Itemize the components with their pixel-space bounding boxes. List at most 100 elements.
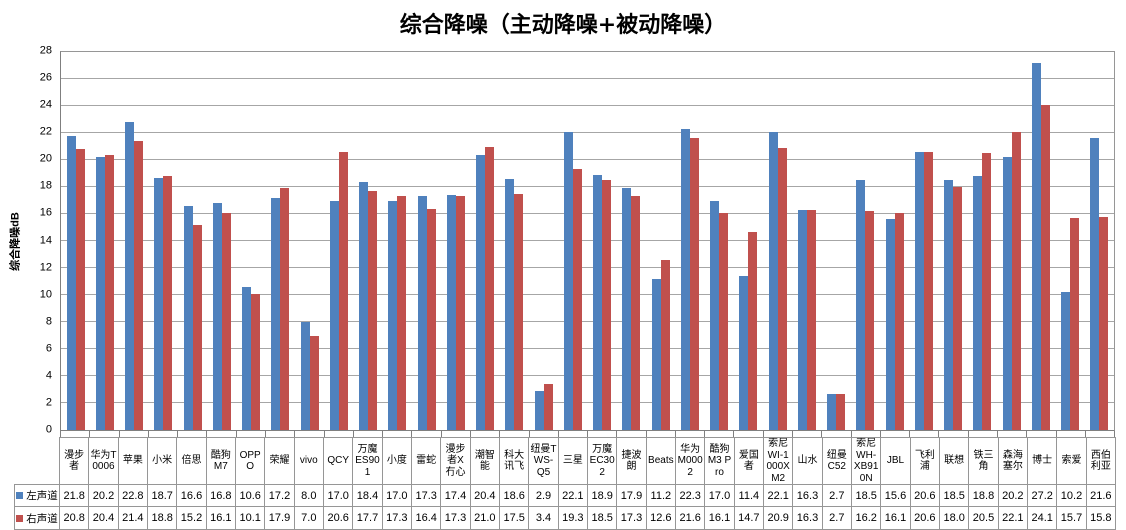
table-header-cell: 三星 [558,437,588,485]
x-tick-mark [645,431,675,437]
table-value-cell: 15.6 [881,485,911,507]
左声道-bar [1031,62,1041,430]
左声道-bar [212,203,222,430]
table-value-cell: 21.8 [60,485,90,507]
左声道-bar [768,131,778,430]
bar-group [558,52,587,430]
table-value-cell: 18.9 [588,485,618,507]
table-value-cell: 21.6 [1086,485,1116,507]
x-tick-mark [60,431,89,437]
x-tick-mark [733,431,762,437]
左声道-bar [359,181,369,430]
table-header-cell: 西伯利亚 [1086,437,1116,485]
右声道-bar [865,211,875,430]
table-value-cell: 17.0 [382,485,412,507]
左声道-bar [183,205,193,430]
table-header-cell: 荣耀 [265,437,295,485]
bar-group [237,52,266,430]
bar-group [1056,52,1085,430]
bar-group [412,52,441,430]
table-value-cell: 18.0 [940,507,970,530]
x-tick-mark [967,431,997,437]
table-value-cell: 16.3 [793,507,823,530]
x-tick-mark [879,431,909,437]
x-tick-mark [704,431,733,437]
bar-group [471,52,500,430]
右声道-bar [806,209,816,430]
bar-group [383,52,412,430]
table-header-cell: 苹果 [118,437,148,485]
左声道-bar [827,393,837,430]
table-value-cell: 21.0 [470,507,500,530]
右声道-bar [1011,131,1021,430]
gridline [61,375,1114,376]
x-tick-mark [323,431,353,437]
legend-row-label: 左声道 [14,485,60,507]
右声道-bar [602,180,612,430]
legend-swatch-右声道 [16,514,24,522]
x-tick-mark [909,431,938,437]
table-value-cell: 21.6 [676,507,706,530]
左声道-bar [534,390,544,430]
table-header-cell: 万魔EC302 [588,437,618,485]
table-header-cell: 倍思 [177,437,207,485]
x-tick-mark [411,431,440,437]
右声道-bar [280,188,290,430]
右声道-bar [426,208,436,430]
table-value-cell: 17.3 [617,507,647,530]
x-tick-mark [382,431,411,437]
table-header-cell: 索尼WH-XB910N [852,437,882,485]
y-tick-label: 10 [39,288,52,301]
table-value-cell: 18.5 [588,507,618,530]
table-header-cell: JBL [881,437,911,485]
bar-group [61,52,90,430]
x-tick-mark [294,431,323,437]
table-value-cell: 12.6 [646,507,676,530]
左声道-bar [622,188,632,430]
y-tick-label: 8 [45,315,52,328]
table-value-cell: 11.4 [734,485,764,507]
左声道-bar [914,151,924,430]
右声道-bar [485,146,495,430]
bar-group [90,52,119,430]
table-value-cell: 17.7 [353,507,383,530]
右声道-bar [455,196,465,430]
bar-group [149,52,178,430]
table-value-cell: 16.3 [793,485,823,507]
table-value-cell: 18.7 [148,485,178,507]
table-value-cell: 17.5 [500,507,530,530]
右声道-bar [338,151,348,430]
左声道-bar [885,219,895,430]
table-value-cell: 17.2 [265,485,295,507]
table-value-cell: 18.8 [969,485,999,507]
右声道-bar [192,224,202,430]
右声道-bar [923,151,933,430]
table-value-cell: 15.2 [177,507,207,530]
table-value-cell: 3.4 [529,507,559,530]
x-axis-tick-marks [60,431,1115,437]
table-value-cell: 16.6 [177,485,207,507]
table-header-cell: 索尼WI-1000XM2 [764,437,794,485]
table-header-cell: vivo [294,437,324,485]
table-value-cell: 22.3 [676,485,706,507]
bar-group [266,52,295,430]
table-value-cell: 2.7 [822,485,852,507]
右声道-bar [572,169,582,430]
bar-group [734,52,763,430]
x-tick-mark [89,431,118,437]
table-value-cell: 20.6 [910,507,940,530]
plot-area [60,51,1115,431]
左声道-bar [242,286,252,430]
table-header-cell: 酷狗M7 [206,437,236,485]
x-tick-mark [528,431,558,437]
左声道-bar [476,154,486,430]
table-value-cell: 20.2 [998,485,1028,507]
右声道-bar [1040,104,1050,430]
bar-group [529,52,558,430]
左声道-bar [797,209,807,430]
左声道-bar [417,196,427,430]
table-value-cell: 18.4 [353,485,383,507]
gridline [61,105,1114,106]
table-value-cell: 17.4 [441,485,471,507]
